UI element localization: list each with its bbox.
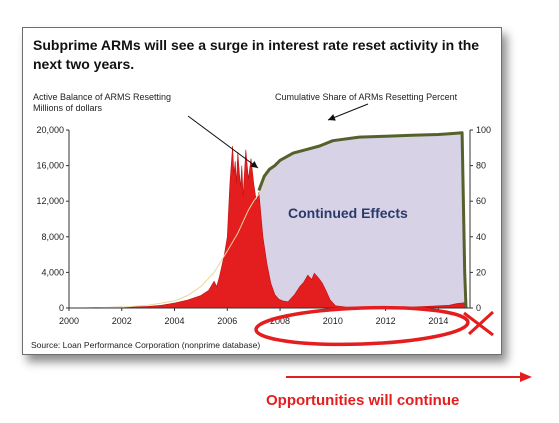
active-balance-area [79, 145, 468, 309]
highlight-ellipse [254, 305, 470, 347]
right-tick-label: 20 [476, 267, 486, 277]
opportunities-caption: Opportunities will continue [266, 392, 460, 409]
left-tick-label: 16,000 [36, 161, 64, 171]
chart-card: Subprime ARMs will see a surge in intere… [22, 27, 502, 355]
x-tick-label: 2014 [428, 316, 448, 326]
x-tick-label: 2012 [376, 316, 396, 326]
left-axis-label-line1: Active Balance of ARMS Resetting [33, 92, 171, 102]
left-tick-label: 8,000 [41, 232, 64, 242]
left-axis-label-line2: Millions of dollars [33, 103, 103, 113]
right-tick-label: 100 [476, 125, 491, 135]
left-tick-label: 20,000 [36, 125, 64, 135]
right-axis-label-arrow-head [328, 114, 336, 121]
cumulative-share-line [257, 131, 468, 309]
continued-effects-annotation: Continued Effects [288, 205, 408, 221]
left-tick-label: 12,000 [36, 196, 64, 206]
left-tick-label: 4,000 [41, 267, 64, 277]
x-tick-label: 2008 [270, 316, 290, 326]
chart-title: Subprime ARMs will see a surge in intere… [33, 37, 480, 72]
x-tick-label: 2006 [217, 316, 237, 326]
x-tick-label: 2010 [323, 316, 343, 326]
right-axis-label: Cumulative Share of ARMs Resetting Perce… [275, 92, 458, 102]
right-axis-label-arrow [327, 103, 369, 121]
left-tick-label: 0 [59, 303, 64, 313]
right-tick-label: 0 [476, 303, 481, 313]
x-tick-label: 2002 [112, 316, 132, 326]
right-tick-label: 60 [476, 196, 486, 206]
left-axis-label-arrow-head [250, 161, 258, 168]
cumulative-share-area [258, 132, 467, 308]
left-axis-label-arrow [187, 115, 259, 169]
cumulative-share-line-early [79, 179, 270, 309]
highlight-cross-b [467, 310, 495, 336]
chart-svg: 2000 2002 2004 2006 2008 2010 2012 2014 0 4,000 8,… [33, 92, 495, 347]
x-tick-label: 2004 [165, 316, 185, 326]
right-arrow-icon [286, 372, 532, 382]
source-note: Source: Loan Performance Corporation (no… [31, 340, 261, 350]
right-tick-label: 40 [476, 232, 486, 242]
right-tick-label: 80 [476, 161, 486, 171]
x-tick-label: 2000 [59, 316, 79, 326]
